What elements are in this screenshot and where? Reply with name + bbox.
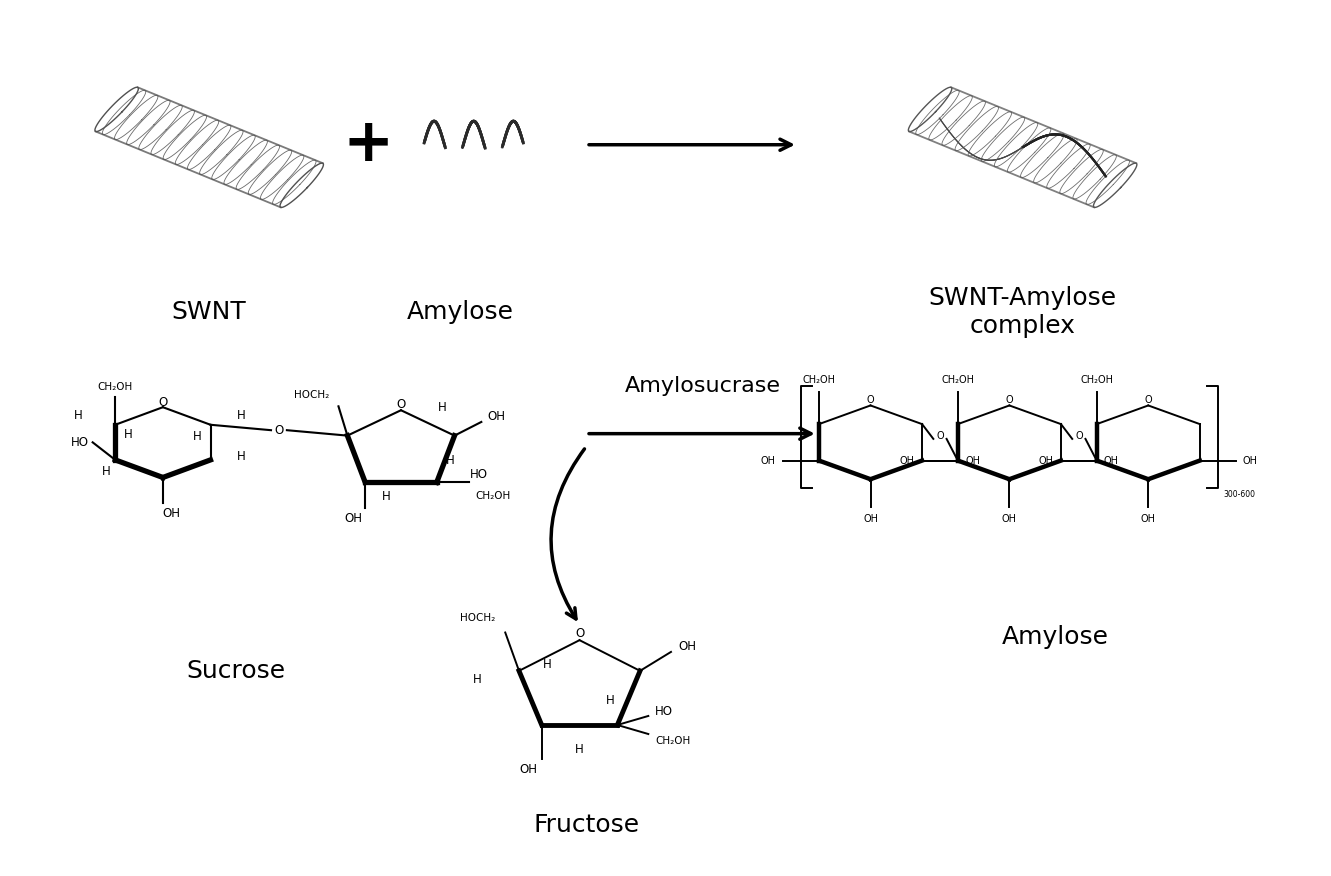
Text: OH: OH [1002, 514, 1017, 524]
Text: H: H [382, 490, 390, 503]
Text: OH: OH [1141, 514, 1155, 524]
Text: O: O [936, 431, 944, 441]
Text: HOCH₂: HOCH₂ [459, 613, 495, 624]
Text: OH: OH [965, 456, 980, 465]
Text: Amylose: Amylose [407, 300, 514, 324]
Text: O: O [274, 424, 284, 437]
Text: HOCH₂: HOCH₂ [294, 391, 330, 400]
Text: Amylosucrase: Amylosucrase [624, 377, 780, 396]
Text: OH: OH [862, 514, 878, 524]
Text: OH: OH [1103, 456, 1119, 465]
Text: OH: OH [1038, 456, 1054, 465]
Text: HO: HO [71, 436, 88, 449]
Text: Fructose: Fructose [534, 813, 639, 837]
Text: SWNT-Amylose
complex: SWNT-Amylose complex [929, 286, 1117, 338]
Text: Amylose: Amylose [1002, 625, 1109, 648]
Text: H: H [606, 694, 615, 707]
Text: CH₂OH: CH₂OH [1081, 375, 1113, 385]
Text: OH: OH [162, 506, 181, 519]
Text: O: O [158, 396, 168, 409]
Text: +: + [342, 116, 394, 174]
Text: H: H [124, 428, 133, 441]
Text: CH₂OH: CH₂OH [97, 382, 133, 392]
Text: OH: OH [345, 512, 362, 525]
Text: H: H [102, 465, 110, 478]
Text: H: H [543, 658, 552, 671]
Text: H: H [473, 674, 482, 687]
Text: CH₂OH: CH₂OH [941, 375, 974, 385]
Text: OH: OH [900, 456, 914, 465]
Text: H: H [73, 408, 83, 421]
Text: Sucrose: Sucrose [186, 660, 285, 683]
Text: O: O [397, 398, 406, 411]
Text: HO: HO [470, 468, 487, 481]
Text: O: O [866, 395, 874, 405]
Text: OH: OH [677, 639, 696, 653]
Text: OH: OH [519, 763, 536, 776]
Text: H: H [237, 408, 246, 421]
Text: H: H [438, 401, 447, 414]
Text: O: O [1075, 431, 1082, 441]
Text: CH₂OH: CH₂OH [475, 491, 511, 501]
Text: H: H [575, 744, 584, 756]
Text: O: O [575, 627, 584, 639]
Text: OH: OH [487, 410, 506, 422]
Text: OH: OH [1243, 456, 1258, 465]
Text: SWNT: SWNT [172, 300, 246, 324]
Text: H: H [193, 430, 202, 443]
Text: O: O [1006, 395, 1013, 405]
Text: OH: OH [761, 456, 776, 465]
Text: H: H [446, 454, 454, 467]
Text: CH₂OH: CH₂OH [803, 375, 836, 385]
Text: CH₂OH: CH₂OH [655, 736, 691, 745]
Text: O: O [1145, 395, 1153, 405]
Text: HO: HO [655, 705, 673, 718]
Text: H: H [237, 449, 246, 463]
Text: 300-600: 300-600 [1223, 490, 1255, 498]
